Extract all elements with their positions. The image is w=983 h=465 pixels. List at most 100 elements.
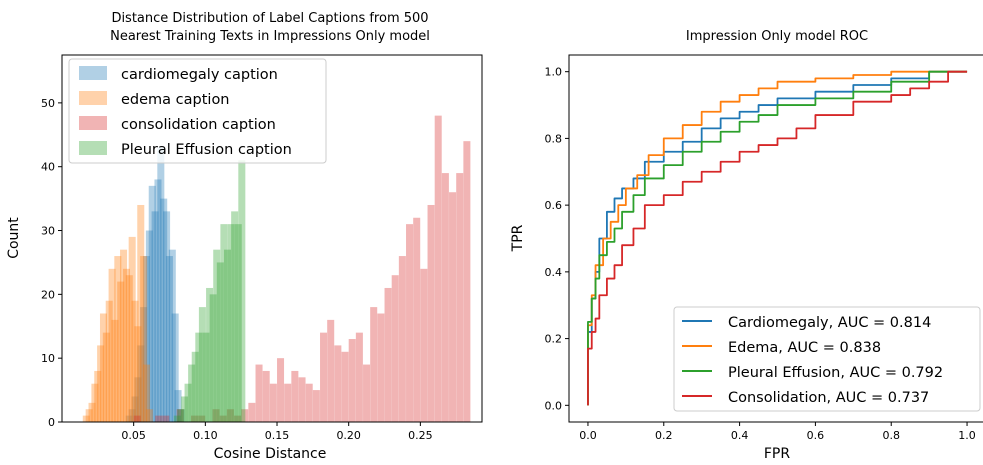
roc-legend-label: Edema, AUC = 0.838 — [728, 340, 881, 356]
histogram-bar — [355, 332, 363, 422]
histogram-bar — [216, 262, 224, 422]
histogram-bar — [209, 294, 217, 422]
histogram-legend-label: Pleural Effusion caption — [121, 142, 292, 158]
histogram-bar — [155, 415, 163, 422]
histogram-bar — [94, 370, 102, 422]
roc-y-tick-label: 1.0 — [545, 66, 563, 79]
histogram-bar — [176, 409, 184, 422]
histogram-bar — [406, 224, 414, 422]
histogram-bar — [248, 402, 256, 422]
histogram-bar — [154, 179, 162, 422]
histogram-bar — [117, 281, 125, 422]
histogram-bar — [198, 307, 206, 422]
histogram-bar — [241, 409, 249, 422]
histogram-bar — [384, 287, 392, 422]
histogram-legend-swatch — [79, 116, 107, 130]
histogram-bar — [305, 383, 313, 422]
histogram-legend-box — [68, 58, 327, 164]
histogram-bar — [212, 409, 220, 422]
histogram-series-3 — [173, 160, 246, 422]
histogram-bar — [180, 396, 188, 422]
histogram-bar — [99, 313, 108, 422]
histogram-bar — [91, 383, 99, 422]
histogram-bar — [298, 377, 306, 422]
roc-x-tick-label: 0.2 — [655, 429, 673, 442]
histogram-bar — [88, 402, 96, 422]
histogram-bar — [219, 415, 227, 422]
histogram-bar — [157, 147, 165, 423]
histogram-bar — [162, 415, 170, 422]
histogram-bar — [140, 256, 148, 422]
histogram-bar — [120, 249, 128, 422]
histogram-bar — [97, 345, 105, 422]
histogram-bar — [341, 351, 349, 422]
histogram-bar — [125, 275, 133, 422]
histogram-bar — [137, 345, 145, 422]
histogram-bar — [165, 256, 173, 422]
histogram-x-tick-label: 0.20 — [336, 429, 361, 442]
histogram-bar — [163, 211, 171, 422]
histogram-bar — [234, 415, 242, 422]
histogram-bar — [377, 313, 385, 422]
histogram-legend-label: edema caption — [121, 92, 230, 108]
histogram-bar — [277, 358, 285, 422]
histogram-title-line-2: Nearest Training Texts in Impressions On… — [110, 29, 430, 44]
roc-legend-box — [673, 306, 981, 412]
histogram-bar — [227, 224, 235, 422]
histogram-bar — [363, 364, 371, 422]
histogram-bar — [111, 319, 119, 422]
histogram-bar — [191, 351, 199, 422]
histogram-y-tick-label: 50 — [41, 97, 55, 110]
histogram-bar — [449, 192, 457, 422]
histogram-y-label: Count — [6, 217, 22, 259]
histogram-y-tick-label: 10 — [41, 352, 55, 365]
histogram-bar — [188, 364, 196, 422]
histogram-bar — [151, 211, 159, 422]
histogram-bar — [137, 204, 145, 422]
histogram-bar — [148, 185, 156, 422]
histogram-bar — [220, 224, 228, 422]
histogram-bar — [234, 224, 242, 422]
histogram-bar — [184, 383, 192, 422]
histogram-bar — [171, 313, 179, 422]
histogram-x-label: Cosine Distance — [214, 446, 327, 462]
histogram-y-tick-label: 0 — [48, 416, 55, 429]
histogram-series-2 — [133, 115, 471, 423]
histogram-bar — [231, 211, 239, 422]
histogram-bar — [134, 377, 142, 422]
histogram-bar — [102, 332, 110, 422]
histogram-bar — [128, 409, 136, 422]
histogram-bar — [168, 249, 176, 422]
histogram-bar — [134, 326, 142, 422]
histogram-bar — [202, 332, 210, 422]
histogram-bar — [105, 300, 113, 422]
roc-chart: 0.0 0.2 0.4 0.6 0.8 1.0 0.0 0.2 0.4 0.6 0.8 1.0 Im… — [510, 29, 983, 462]
histogram-bar — [327, 319, 335, 422]
roc-legend: Cardiomegaly, AUC = 0.814 Edema, AUC = 0.… — [673, 306, 981, 412]
histogram-bar — [226, 409, 234, 422]
histogram-bar — [160, 198, 168, 422]
histogram-y-tick-label: 20 — [41, 288, 55, 301]
histogram-bar — [391, 275, 399, 422]
histogram-bar — [398, 256, 406, 422]
histogram-bar — [370, 307, 378, 422]
histogram-y-ticks: 0 10 20 30 40 50 — [41, 97, 62, 429]
histogram-bar — [173, 415, 181, 422]
histogram-bar — [238, 160, 246, 422]
roc-legend-label: Cardiomegaly, AUC = 0.814 — [728, 315, 931, 331]
histogram-plot-area — [61, 54, 483, 423]
roc-line-series-3 — [587, 70, 968, 406]
histogram-bar — [85, 409, 93, 422]
histogram-bar — [140, 307, 148, 422]
histogram-bar — [133, 415, 141, 422]
histogram-x-tick-label: 0.10 — [193, 429, 218, 442]
roc-x-tick-label: 1.0 — [958, 429, 976, 442]
histogram-bar — [334, 345, 342, 422]
roc-y-label: TPR — [510, 224, 526, 252]
roc-y-tick-label: 0.0 — [545, 399, 563, 412]
histogram-bar — [128, 236, 136, 422]
histogram-bar — [114, 256, 122, 422]
histogram-bar — [291, 370, 299, 422]
histogram-series-1 — [82, 204, 153, 422]
roc-y-tick-label: 0.8 — [545, 132, 563, 145]
